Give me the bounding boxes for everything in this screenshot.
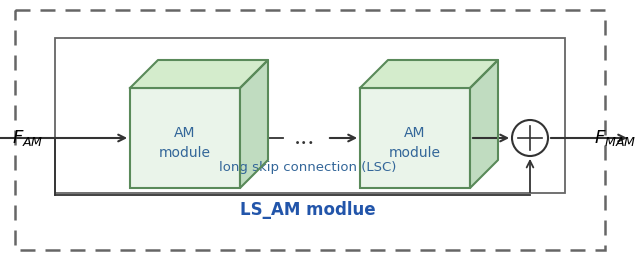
- Polygon shape: [130, 60, 268, 88]
- Text: long skip connection (LSC): long skip connection (LSC): [220, 161, 397, 174]
- Bar: [360, 88, 470, 188]
- Polygon shape: [240, 60, 268, 188]
- Bar: [130, 88, 240, 188]
- Polygon shape: [470, 60, 498, 188]
- Text: $F_{AM}$: $F_{AM}$: [12, 128, 44, 148]
- Text: ...: ...: [294, 127, 316, 149]
- Text: LS_AM modlue: LS_AM modlue: [240, 201, 376, 219]
- Text: $F_{MAM}$: $F_{MAM}$: [594, 128, 636, 148]
- Text: AM
module: AM module: [389, 126, 441, 160]
- Bar: [55, 38, 565, 193]
- Polygon shape: [360, 60, 498, 88]
- Text: AM
module: AM module: [159, 126, 211, 160]
